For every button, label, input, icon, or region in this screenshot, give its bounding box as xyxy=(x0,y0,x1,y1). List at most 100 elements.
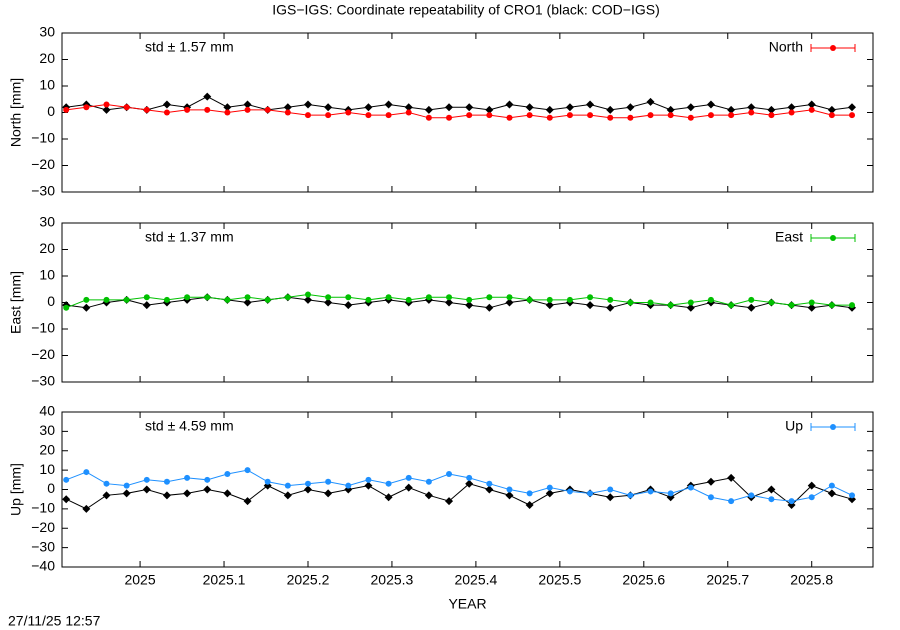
data-point xyxy=(546,114,553,121)
data-point xyxy=(505,491,514,500)
data-point xyxy=(667,112,674,119)
y-tick-label: −20 xyxy=(31,156,55,172)
data-point xyxy=(486,112,493,119)
data-point xyxy=(666,105,675,114)
legend-label: East xyxy=(775,229,803,245)
series-line xyxy=(65,477,853,510)
data-point xyxy=(465,103,474,112)
data-point xyxy=(223,103,232,112)
data-point xyxy=(364,103,373,112)
data-point xyxy=(788,109,795,116)
y-tick-label: 30 xyxy=(39,214,55,230)
data-point xyxy=(485,485,494,494)
data-point xyxy=(747,303,756,312)
plot-frame xyxy=(61,411,874,568)
data-point xyxy=(687,299,694,306)
data-point xyxy=(446,294,453,301)
data-point xyxy=(264,106,271,113)
data-point xyxy=(385,112,392,119)
data-point xyxy=(546,484,553,491)
x-tick-label: 2025.3 xyxy=(371,572,414,588)
data-point xyxy=(446,471,453,477)
x-tick-label: 2025.5 xyxy=(538,572,581,588)
data-point xyxy=(123,104,130,111)
data-point xyxy=(365,296,372,303)
data-point xyxy=(304,112,311,119)
series-line xyxy=(66,296,853,309)
data-point xyxy=(706,100,715,109)
data-point xyxy=(748,296,755,303)
data-point xyxy=(545,105,554,114)
data-point xyxy=(646,97,655,106)
data-point xyxy=(345,482,352,489)
series-line xyxy=(66,104,853,119)
plot-frame xyxy=(61,222,874,383)
data-point xyxy=(324,103,333,112)
y-tick-label: −20 xyxy=(31,519,55,535)
data-point xyxy=(405,296,412,303)
data-point xyxy=(244,294,251,301)
series-line xyxy=(66,469,853,502)
data-point xyxy=(365,112,372,119)
data-point xyxy=(566,112,573,119)
y-tick-label: −20 xyxy=(31,346,55,362)
data-point xyxy=(123,482,130,489)
data-point xyxy=(506,114,513,121)
data-point xyxy=(566,296,573,303)
data-point xyxy=(587,294,594,301)
series-line xyxy=(66,294,853,309)
data-point xyxy=(244,467,251,474)
annotation: std ± 1.37 mm xyxy=(145,229,234,245)
data-point xyxy=(163,296,170,303)
data-point xyxy=(303,295,312,304)
data-point xyxy=(103,101,110,108)
y-tick-label: 20 xyxy=(39,441,55,457)
data-point xyxy=(849,112,856,119)
data-point xyxy=(184,106,191,113)
x-tick-label: 2025.2 xyxy=(287,572,330,588)
data-point xyxy=(849,492,856,499)
data-point xyxy=(828,482,835,489)
data-point xyxy=(405,474,412,481)
y-tick-label: −10 xyxy=(31,500,55,516)
x-tick-label: 2025 xyxy=(124,572,155,588)
data-point xyxy=(223,489,232,498)
data-point xyxy=(526,112,533,119)
data-point xyxy=(848,103,857,112)
data-point xyxy=(728,498,735,505)
chart-title: IGS−IGS: Coordinate repeatability of CRO… xyxy=(272,2,660,18)
data-point xyxy=(303,100,312,109)
data-point xyxy=(808,299,815,306)
data-point xyxy=(404,103,413,112)
data-point xyxy=(142,301,151,310)
data-point xyxy=(344,301,353,310)
y-tick-label: 10 xyxy=(39,461,55,477)
data-point xyxy=(83,296,90,303)
data-point xyxy=(425,114,432,121)
y-tick-label: −40 xyxy=(31,558,55,574)
data-point xyxy=(587,112,594,119)
data-point xyxy=(425,478,432,485)
data-point xyxy=(384,493,393,502)
data-point xyxy=(586,301,595,310)
timestamp: 27/11/25 12:57 xyxy=(8,613,101,629)
y-tick-label: 30 xyxy=(39,422,55,438)
data-point xyxy=(184,294,191,301)
data-point xyxy=(506,294,513,301)
data-point xyxy=(103,296,110,303)
data-point xyxy=(203,92,212,101)
data-point xyxy=(728,112,735,119)
data-point xyxy=(525,501,534,509)
data-point xyxy=(526,490,533,497)
data-point xyxy=(505,298,514,307)
data-point xyxy=(768,299,775,306)
data-point xyxy=(163,109,170,116)
legend-swatch xyxy=(830,235,836,241)
y-tick-label: −10 xyxy=(31,130,55,146)
y-tick-label: 0 xyxy=(47,480,55,496)
data-point xyxy=(647,112,654,119)
data-point xyxy=(224,109,231,116)
data-point xyxy=(244,106,251,113)
y-tick-label: 10 xyxy=(39,267,55,283)
data-point xyxy=(747,103,756,112)
